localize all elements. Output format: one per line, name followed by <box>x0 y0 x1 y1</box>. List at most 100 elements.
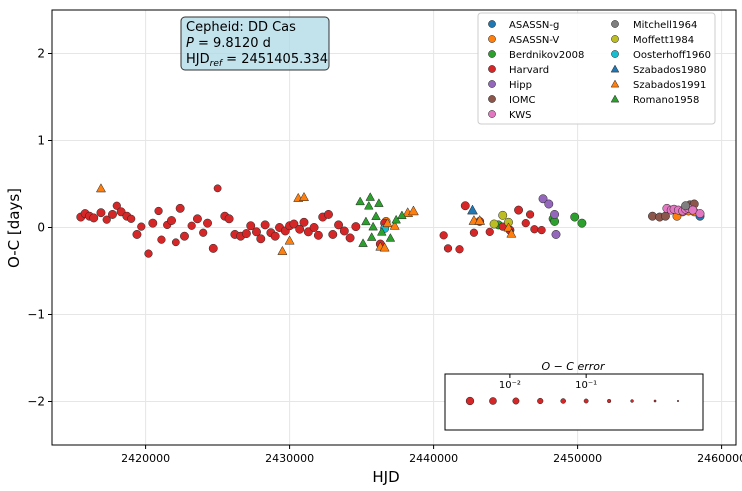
legend-label-kws: KWS <box>509 110 531 121</box>
series-legend: ASASSN-g ASASSN-V Berdnikov2008 Harvard Hipp… <box>477 12 716 125</box>
data-point-romano1958 <box>355 196 365 206</box>
x-tick-label: 2460000 <box>697 452 742 465</box>
data-point-szabados1980 <box>467 204 478 215</box>
period-symbol: P <box>186 36 194 51</box>
legend-label-asassn-g: ASASSN-g <box>509 20 559 31</box>
data-point-harvard <box>485 227 494 236</box>
data-point-szabados1991 <box>95 183 106 193</box>
data-point-harvard <box>339 226 349 236</box>
data-point-szabados1991 <box>389 220 400 230</box>
legend-label-moffett1984: Moffett1984 <box>633 35 694 46</box>
info-box-star: Cepheid: DD Cas <box>186 20 296 35</box>
data-point-harvard <box>192 214 202 224</box>
data-point-harvard <box>334 220 344 230</box>
data-point-harvard <box>187 221 196 230</box>
data-point-harvard <box>521 219 530 228</box>
data-point-harvard <box>112 201 121 210</box>
data-point-harvard <box>309 223 319 232</box>
data-point-harvard <box>203 218 212 228</box>
legend-entries: ASASSN-g ASASSN-V Berdnikov2008 Harvard Hipp… <box>488 20 711 121</box>
data-point-szabados1991 <box>379 242 390 252</box>
size-legend-frame <box>444 373 704 431</box>
x-tick-label: 2440000 <box>409 452 458 465</box>
y-tick-label: 1 <box>37 134 45 148</box>
legend-marker-asassn-g <box>488 20 496 28</box>
data-point-harvard <box>455 245 464 254</box>
data-point-harvard <box>132 230 142 239</box>
data-point-romano1958 <box>376 226 387 236</box>
legend-label-szabados1991: Szabados1991 <box>633 80 706 91</box>
y-tick-label: −2 <box>27 395 45 409</box>
y-axis-label: O-C [days] <box>5 188 23 268</box>
data-point-mitchell1964 <box>681 201 691 211</box>
data-point-romano1958 <box>368 221 378 231</box>
size-legend-marker <box>560 398 566 404</box>
data-point-harvard <box>108 210 117 219</box>
size-legend: O − C error 10⁻² 10⁻¹ <box>444 360 704 431</box>
legend-marker-mitchell1964 <box>611 20 619 28</box>
data-point-harvard <box>260 220 270 230</box>
info-box-epoch: HJDref = 2451405.334 <box>186 52 328 69</box>
legend-marker-kws <box>488 110 496 118</box>
info-box-frame <box>180 16 330 71</box>
data-point-harvard <box>299 217 309 227</box>
data-point-harvard <box>154 206 163 216</box>
data-point-harvard <box>148 218 158 228</box>
data-point-harvard <box>530 225 539 234</box>
size-legend-tick-label: 10⁻¹ <box>575 380 597 391</box>
data-point-harvard <box>157 235 166 244</box>
data-point-harvard <box>345 233 355 243</box>
data-point-romano1958 <box>361 216 371 226</box>
data-point-harvard <box>199 228 208 237</box>
legend-label-mitchell1964: Mitchell1964 <box>633 20 697 31</box>
data-point-szabados1991 <box>503 222 514 232</box>
y-axis-ticks: −2 −1 0 1 2 <box>27 47 52 409</box>
data-point-harvard <box>289 219 299 229</box>
legend-label-hipp: Hipp <box>509 80 532 91</box>
x-axis-label: HJD <box>372 468 399 486</box>
legend-label-romano1958: Romano1958 <box>633 95 699 106</box>
period-value: = 9.8120 d <box>194 36 271 51</box>
series-harvard <box>76 184 546 258</box>
data-point-harvard <box>324 210 333 219</box>
data-point-harvard <box>175 203 185 213</box>
y-tick-label: 2 <box>37 47 45 61</box>
data-point-szabados1991 <box>277 245 288 255</box>
data-point-harvard <box>351 222 361 232</box>
data-point-romano1958 <box>397 210 407 220</box>
epoch-symbol: HJD <box>186 52 210 67</box>
x-tick-label: 2450000 <box>553 452 602 465</box>
x-tick-label: 2420000 <box>121 452 170 465</box>
data-point-szabados1991 <box>408 205 419 216</box>
data-point-harvard <box>295 224 305 234</box>
data-point-hipp <box>538 194 548 204</box>
series-romano1958 <box>355 192 407 247</box>
data-point-harvard <box>328 230 338 239</box>
data-point-kws <box>695 209 705 219</box>
size-legend-marker <box>537 397 544 405</box>
data-point-romano1958 <box>358 238 368 247</box>
series-hipp <box>538 194 561 239</box>
data-point-szabados1991 <box>284 235 295 245</box>
data-point-harvard <box>137 222 146 231</box>
series-moffett1984 <box>489 210 513 229</box>
data-point-harvard <box>270 231 280 241</box>
data-point-romano1958 <box>385 233 396 242</box>
data-point-harvard <box>313 230 323 240</box>
data-point-szabados1991 <box>382 218 393 228</box>
data-point-romano1958 <box>391 214 401 224</box>
data-point-harvard <box>167 216 176 225</box>
epoch-value: = 2451405.334 <box>222 52 328 67</box>
data-point-harvard <box>96 208 106 218</box>
data-point-moffett1984 <box>498 210 508 220</box>
data-point-harvard <box>460 201 470 211</box>
legend-marker-asassn-v <box>488 35 496 43</box>
legend-marker-iomc <box>488 95 496 103</box>
legend-marker-szabados1980 <box>610 64 620 73</box>
data-point-harvard <box>213 184 222 193</box>
info-box-period: P = 9.8120 d <box>186 36 271 51</box>
data-point-harvard <box>241 229 251 239</box>
data-point-harvard <box>514 205 524 215</box>
legend-marker-hipp <box>488 80 496 88</box>
